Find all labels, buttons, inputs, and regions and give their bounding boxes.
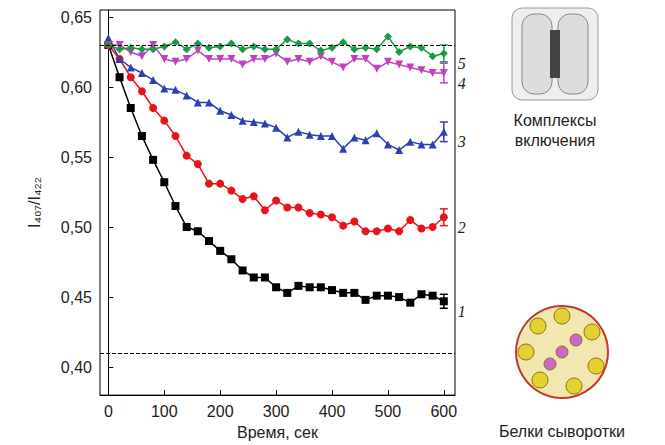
svg-text:4: 4 <box>458 75 466 92</box>
svg-text:400: 400 <box>319 403 346 420</box>
svg-text:0: 0 <box>104 403 113 420</box>
svg-text:Комплексы: Комплексы <box>514 112 597 129</box>
svg-text:0,60: 0,60 <box>61 79 92 96</box>
svg-text:0,65: 0,65 <box>61 9 92 26</box>
svg-text:0,40: 0,40 <box>61 359 92 376</box>
svg-text:5: 5 <box>458 55 466 72</box>
svg-text:300: 300 <box>263 403 290 420</box>
svg-text:0,45: 0,45 <box>61 289 92 306</box>
svg-text:0,55: 0,55 <box>61 149 92 166</box>
svg-text:1: 1 <box>458 303 466 320</box>
svg-text:3: 3 <box>457 133 466 150</box>
svg-text:включения: включения <box>515 132 595 149</box>
svg-text:100: 100 <box>151 403 178 420</box>
svg-text:200: 200 <box>207 403 234 420</box>
svg-text:I₄₀₇/I₄₂₂: I₄₀₇/I₄₂₂ <box>26 177 43 228</box>
svg-text:Время, сек: Время, сек <box>237 424 319 441</box>
svg-text:Белки сыворотки: Белки сыворотки <box>499 423 625 440</box>
svg-text:600: 600 <box>430 403 457 420</box>
svg-text:2: 2 <box>458 219 466 236</box>
svg-text:0,50: 0,50 <box>61 219 92 236</box>
svg-text:500: 500 <box>375 403 402 420</box>
